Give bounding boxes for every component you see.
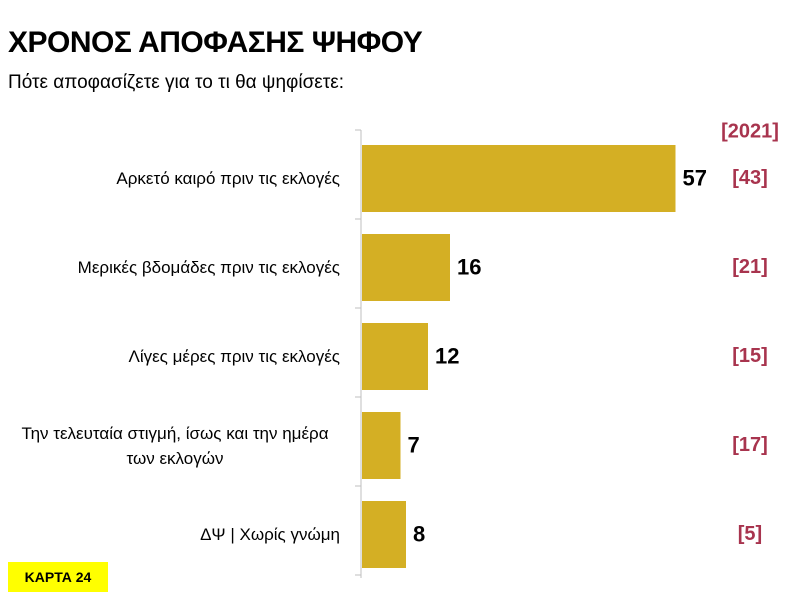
bar — [362, 323, 428, 390]
category-label: Την τελευταία στιγμή, ίσως και την ημέρα… — [21, 423, 329, 468]
category-label-box: Λίγες μέρες πριν τις εκλογές — [10, 312, 340, 401]
value-label: 12 — [435, 343, 459, 368]
category-label: ΔΨ | Χωρίς γνώμη — [200, 525, 340, 544]
bar — [362, 501, 406, 568]
comparison-label: [15] — [732, 345, 768, 367]
chart-subtitle: Πότε αποφασίζετε για το τι θα ψηφίσετε: — [8, 72, 345, 93]
badge: ΚΑΡΤΑ 24 — [8, 562, 108, 592]
comparison-label: [5] — [738, 523, 762, 545]
category-label: Αρκετό καιρό πριν τις εκλογές — [116, 169, 340, 188]
category-label-box: Μερικές βδομάδες πριν τις εκλογές — [10, 223, 340, 312]
category-label-box: ΔΨ | Χωρίς γνώμη — [10, 490, 340, 579]
value-label: 57 — [683, 165, 707, 190]
value-label: 16 — [457, 254, 481, 279]
comparison-title: [2021] — [721, 120, 779, 142]
category-label-box: Αρκετό καιρό πριν τις εκλογές — [10, 134, 340, 223]
comparison-label: [43] — [732, 167, 768, 189]
value-label: 8 — [413, 521, 425, 546]
category-label: Λίγες μέρες πριν τις εκλογές — [128, 347, 340, 366]
category-label-box: Την τελευταία στιγμή, ίσως και την ημέρα… — [10, 401, 340, 490]
value-label: 7 — [408, 432, 420, 457]
bar — [362, 145, 676, 212]
bar — [362, 234, 450, 301]
chart-title: ΧΡΟΝΟΣ ΑΠΟΦΑΣΗΣ ΨΗΦΟΥ — [8, 26, 423, 59]
category-label: Μερικές βδομάδες πριν τις εκλογές — [77, 258, 340, 277]
bar — [362, 412, 401, 479]
comparison-label: [17] — [732, 434, 768, 456]
comparison-label: [21] — [732, 256, 768, 278]
